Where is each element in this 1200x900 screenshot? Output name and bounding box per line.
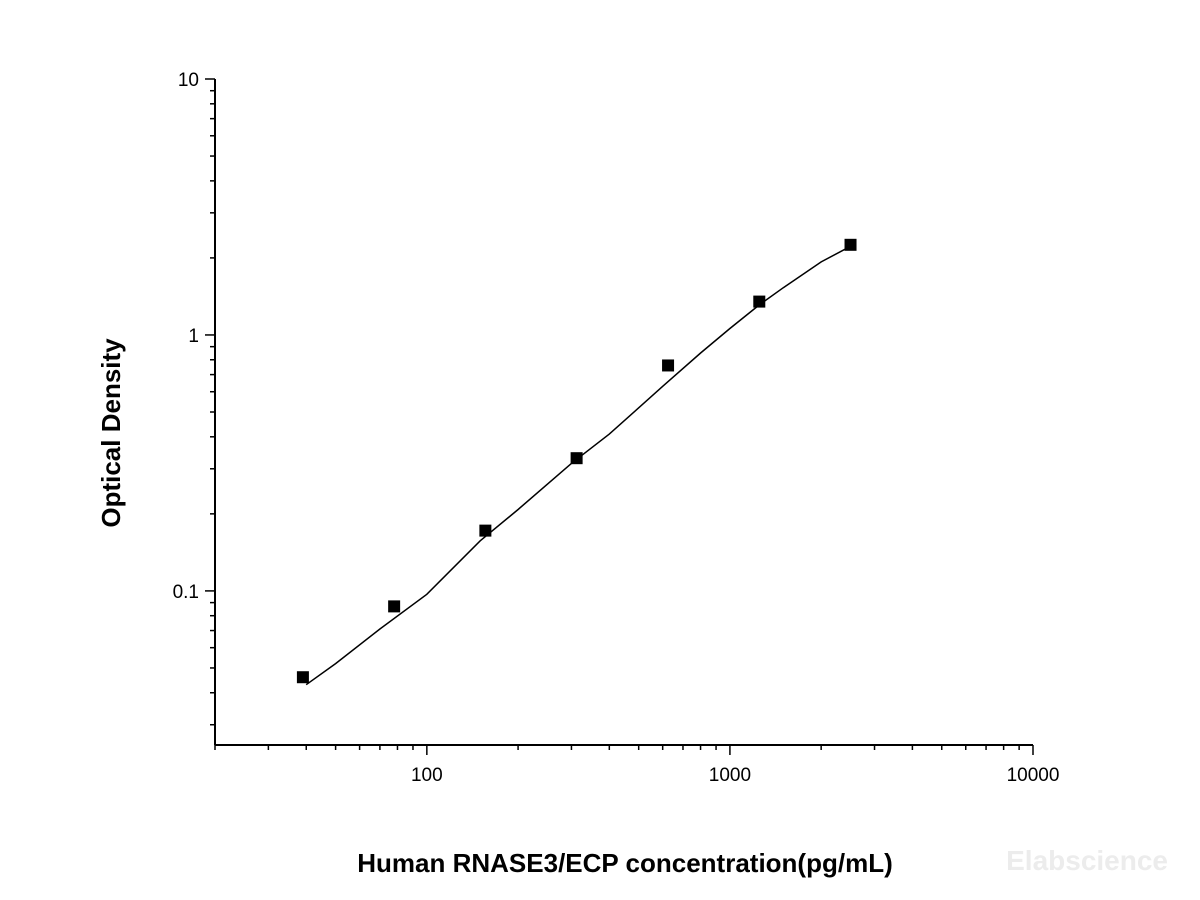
x-tick-label: 1000 — [709, 765, 751, 786]
axes — [214, 79, 1033, 746]
fit-curve — [305, 245, 851, 686]
x-axis-title: Human RNASE3/ECP concentration(pg/mL) — [357, 848, 892, 878]
data-point — [479, 524, 492, 537]
data-point — [844, 238, 857, 251]
tick-labels: 100 1000 10000 0.1 1 10 — [173, 70, 1060, 786]
data-point — [662, 359, 675, 372]
x-tick-label: 10000 — [1007, 765, 1060, 786]
data-points — [296, 238, 857, 684]
axis-ticks — [205, 78, 1034, 755]
data-point — [570, 452, 583, 465]
data-point — [388, 600, 401, 613]
y-tick-label: 10 — [178, 70, 199, 91]
x-tick-label: 100 — [411, 765, 443, 786]
data-point — [753, 295, 766, 308]
y-tick-label: 0.1 — [173, 582, 199, 603]
y-tick-label: 1 — [188, 326, 199, 347]
data-point — [296, 671, 309, 684]
y-axis-title: Optical Density — [96, 338, 126, 528]
watermark: Elabscience — [1006, 845, 1168, 876]
